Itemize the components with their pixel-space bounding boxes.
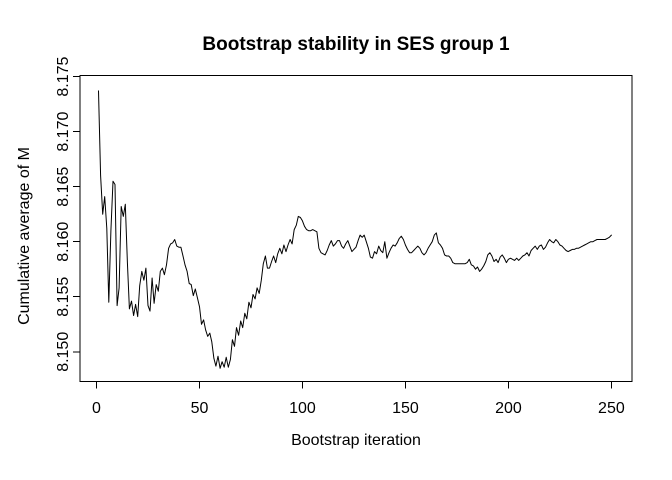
y-tick-label: 8.165 xyxy=(55,167,72,207)
y-axis: 8.150 8.155 8.160 8.165 8.170 8.175 xyxy=(55,56,80,372)
x-tick-label: 200 xyxy=(495,400,522,417)
x-tick-label: 0 xyxy=(92,400,101,417)
y-tick-label: 8.155 xyxy=(55,277,72,317)
y-axis-label: Cumulative average of M xyxy=(16,147,33,325)
x-axis: 0 50 100 150 200 250 xyxy=(92,381,625,417)
y-tick-label: 8.175 xyxy=(55,56,72,96)
data-line xyxy=(98,90,612,369)
chart-title: Bootstrap stability in SES group 1 xyxy=(202,34,510,55)
y-tick-label: 8.150 xyxy=(55,332,72,372)
x-tick-label: 50 xyxy=(191,400,209,417)
y-tick-label: 8.170 xyxy=(55,112,72,152)
x-tick-label: 100 xyxy=(289,400,316,417)
y-tick-label: 8.160 xyxy=(55,222,72,262)
plot-frame xyxy=(79,75,633,382)
x-axis-label: Bootstrap iteration xyxy=(291,432,421,449)
x-tick-label: 250 xyxy=(598,400,625,417)
x-tick-label: 150 xyxy=(392,400,419,417)
